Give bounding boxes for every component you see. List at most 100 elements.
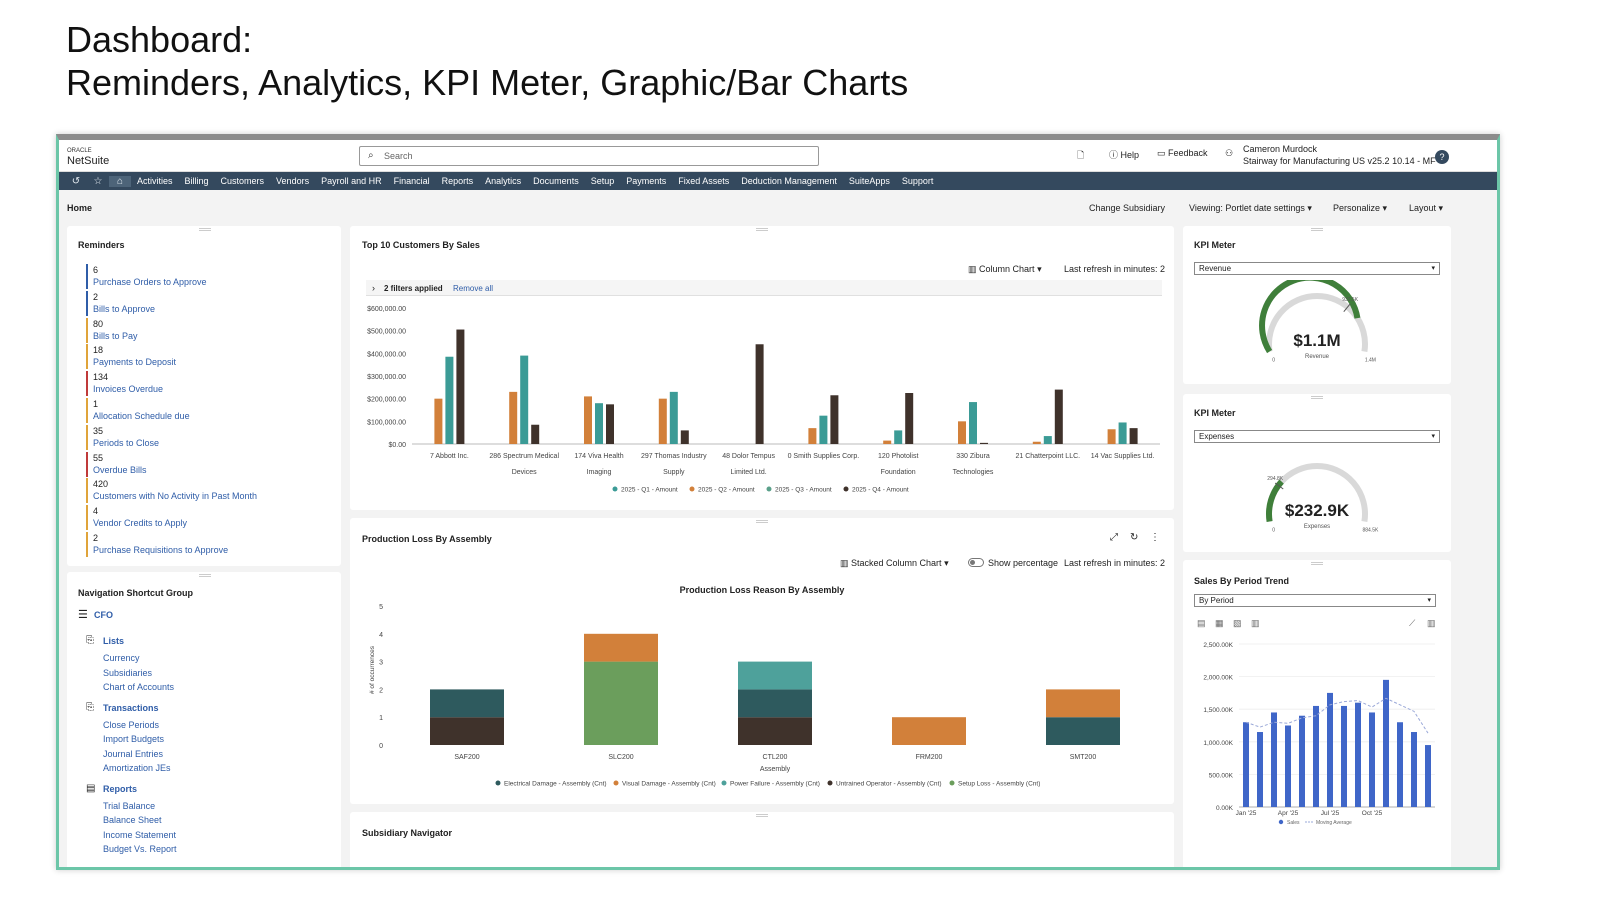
drag-handle-icon[interactable] <box>1311 562 1323 565</box>
shortcut-link[interactable]: Amortization JEs <box>103 763 171 773</box>
shortcut-section-reports[interactable]: Reports <box>103 783 138 794</box>
reminder-item[interactable]: 2 Purchase Requisitions to Approve <box>86 532 228 557</box>
reminder-label[interactable]: Purchase Orders to Approve <box>93 277 207 287</box>
period-select[interactable]: By Period ▾ <box>1194 594 1436 607</box>
nav-item-financial[interactable]: Financial <box>393 176 430 186</box>
chart-type-selector[interactable]: ▥ Stacked Column Chart ▾ <box>840 558 949 569</box>
reminder-label[interactable]: Invoices Overdue <box>93 384 164 395</box>
drag-handle-icon[interactable] <box>1311 228 1323 231</box>
netsuite-logo[interactable]: ORACLE NetSuite <box>67 146 109 167</box>
show-percentage-label: Show percentage <box>988 558 1059 568</box>
reminder-item[interactable]: 420 Customers with No Activity in Past Mo… <box>86 478 258 504</box>
viewing-menu[interactable]: Viewing: Portlet date settings ▾ <box>1189 203 1312 214</box>
shortcut-link[interactable]: Currency <box>103 653 140 663</box>
stacked-view-icon[interactable]: ▦ <box>1215 618 1224 628</box>
reminder-label[interactable]: Payments to Deposit <box>93 357 177 368</box>
line-chart-icon[interactable]: ⟋ <box>1409 618 1416 628</box>
global-search-input[interactable]: ⌕ Search <box>359 146 819 166</box>
legend-label: Power Failure - Assembly (Cnt) <box>730 781 820 788</box>
feedback-link[interactable]: ▭ Feedback <box>1157 148 1208 159</box>
expand-icon[interactable]: ⤢ <box>1110 532 1118 543</box>
bar-segment-electrical-damage-assembly-cnt- <box>738 689 812 718</box>
filter-bar[interactable]: › 2 filters applied Remove all <box>366 280 1162 296</box>
nav-item-payroll[interactable]: Payroll and HR <box>321 176 382 186</box>
drag-handle-icon[interactable] <box>199 228 211 231</box>
drag-handle-icon[interactable] <box>756 520 768 523</box>
nav-item-fixed-assets[interactable]: Fixed Assets <box>678 176 730 186</box>
reminder-item[interactable]: 4 Vendor Credits to Apply <box>86 505 188 531</box>
reminder-item[interactable]: 2 Bills to Approve <box>86 290 156 316</box>
shortcut-link[interactable]: Trial Balance <box>103 800 156 811</box>
reminder-label[interactable]: Bills to Approve <box>93 303 156 314</box>
drag-handle-icon[interactable] <box>756 814 768 817</box>
nav-item-activities[interactable]: Activities <box>137 176 173 186</box>
table-view-icon[interactable]: ▤ <box>1197 618 1206 628</box>
layout-menu[interactable]: Layout ▾ <box>1409 203 1443 214</box>
shortcut-link[interactable]: Chart of Accounts <box>103 682 175 692</box>
drag-handle-icon[interactable] <box>199 574 211 577</box>
shortcut-link[interactable]: Income Statement <box>103 829 177 840</box>
reminder-label[interactable]: Allocation Schedule due <box>93 411 190 421</box>
nav-item-billing[interactable]: Billing <box>184 176 209 186</box>
reminder-item[interactable]: 35 Periods to Close <box>86 424 160 450</box>
reminder-item[interactable]: 55 Overdue Bills <box>86 451 147 477</box>
reminder-count: 35 <box>93 425 104 436</box>
nav-item-analytics[interactable]: Analytics <box>485 176 522 186</box>
personalize-menu[interactable]: Personalize ▾ <box>1333 203 1387 214</box>
nav-item-setup[interactable]: Setup <box>590 176 615 186</box>
drag-handle-icon[interactable] <box>1311 396 1323 399</box>
nav-item-customers[interactable]: Customers <box>220 176 265 186</box>
x-tick-label: CTL200 <box>763 754 788 761</box>
shortcut-link[interactable]: Journal Entries <box>103 748 164 759</box>
change-subsidiary-link[interactable]: Change Subsidiary <box>1089 203 1166 213</box>
drag-handle-icon[interactable] <box>756 228 768 231</box>
legend-label: Moving Average <box>1316 820 1352 826</box>
nav-item-vendors[interactable]: Vendors <box>276 176 310 186</box>
reminder-label[interactable]: Overdue Bills <box>93 464 147 475</box>
nav-item-support[interactable]: Support <box>901 176 934 186</box>
nav-item-documents[interactable]: Documents <box>533 176 579 186</box>
nav-item-reports[interactable]: Reports <box>441 176 474 186</box>
user-menu[interactable]: Cameron Murdock Stairway for Manufacturi… <box>1243 143 1436 167</box>
recent-records-icon[interactable]: 🗋 <box>1077 150 1085 160</box>
reminder-item[interactable]: 18 Payments to Deposit <box>86 344 177 370</box>
reminders-title: Reminders <box>78 240 125 250</box>
reminder-label[interactable]: Vendor Credits to Apply <box>93 518 188 529</box>
shortcut-link[interactable]: Subsidiaries <box>103 667 153 678</box>
reminder-label[interactable]: Purchase Requisitions to Approve <box>93 545 229 555</box>
nav-item-deduction-management[interactable]: Deduction Management <box>741 176 837 186</box>
reminder-label[interactable]: Customers with No Activity in Past Month <box>93 491 258 502</box>
reminder-label[interactable]: Periods to Close <box>93 437 160 448</box>
refresh-icon[interactable]: ↻ <box>1130 532 1139 543</box>
shortcut-link[interactable]: Close Periods <box>103 719 160 730</box>
gauge-value: $232.9K <box>1285 501 1350 520</box>
shortcut-section-lists[interactable]: Lists <box>103 636 125 646</box>
reminder-item[interactable]: 1 Allocation Schedule due <box>86 398 190 423</box>
nav-item-suiteapps[interactable]: SuiteApps <box>848 176 890 186</box>
more-options-icon[interactable]: ⋮ <box>1150 532 1160 543</box>
remove-all-filters-link[interactable]: Remove all <box>453 284 494 293</box>
kpi-meter-expenses-portlet: KPI Meter Expenses ▾ 294.8K $232.9K Expens… <box>1183 394 1451 552</box>
reminder-label[interactable]: Bills to Pay <box>93 330 138 341</box>
shortcut-group-name[interactable]: CFO <box>94 610 113 620</box>
show-percentage-toggle[interactable] <box>968 558 984 567</box>
reminder-item[interactable]: 6 Purchase Orders to Approve <box>86 264 207 289</box>
shortcut-link[interactable]: Balance Sheet <box>103 815 162 825</box>
column-view-icon[interactable]: ▥ <box>1251 618 1260 628</box>
shortcut-link[interactable]: Import Budgets <box>103 734 165 744</box>
chart-type-selector[interactable]: ▥ Column Chart ▾ <box>968 264 1042 275</box>
chart-settings-icon[interactable]: ▥ <box>1427 618 1436 628</box>
help-link[interactable]: ⓘ Help <box>1109 148 1139 161</box>
shortcut-link[interactable]: Budget Vs. Report <box>103 844 177 854</box>
favorites-star-icon[interactable]: ☆ <box>93 175 103 187</box>
home-icon[interactable]: ⌂ <box>109 175 131 187</box>
nav-item-payments[interactable]: Payments <box>626 176 667 186</box>
kpi-revenue-select[interactable]: Revenue ▾ <box>1194 262 1440 275</box>
reminder-item[interactable]: 80 Bills to Pay <box>86 317 138 343</box>
history-icon[interactable]: ↺ <box>71 175 81 187</box>
kpi-expenses-select[interactable]: Expenses ▾ <box>1194 430 1440 443</box>
bar-view-icon[interactable]: ▧ <box>1233 618 1242 628</box>
reminder-item[interactable]: 134 Invoices Overdue <box>86 371 164 397</box>
assistant-icon[interactable]: ? <box>1435 150 1449 164</box>
shortcut-section-transactions[interactable]: Transactions <box>103 702 159 713</box>
